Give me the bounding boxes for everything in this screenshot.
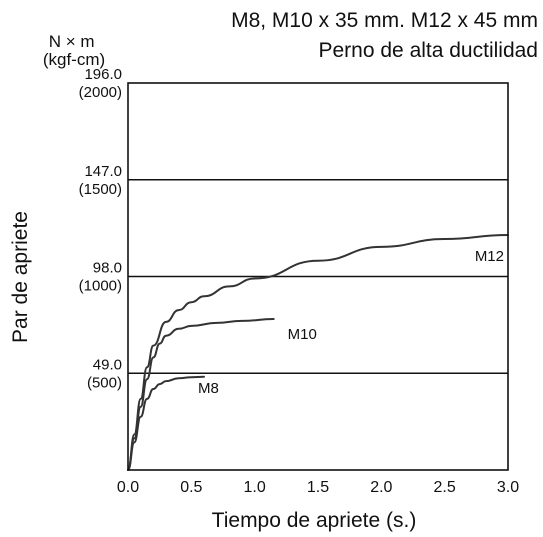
x-tick-label-3: 1.5 bbox=[307, 479, 329, 496]
x-axis-title: Tiempo de apriete (s.) bbox=[212, 509, 417, 532]
y-unit-line2: (kgf-cm) bbox=[43, 50, 105, 69]
series-line-m12 bbox=[127, 234, 509, 471]
y-unit-line1: N × m bbox=[49, 32, 95, 51]
gridlines bbox=[128, 179, 508, 374]
x-tick-label-6: 3.0 bbox=[497, 479, 519, 496]
y-unit-label: N × m (kgf-cm) bbox=[43, 32, 105, 69]
series-label-m10: M10 bbox=[288, 326, 317, 343]
series-label-m12: M12 bbox=[475, 248, 504, 265]
y-tick-labels: 49.0(500) 98.0(1000) 147.0(1500) 196.0(2000… bbox=[79, 66, 122, 391]
y-tick-sublabel-0: (500) bbox=[87, 374, 122, 391]
x-tick-label-4: 2.0 bbox=[370, 479, 392, 496]
y-tick-label-3: 196.0 bbox=[84, 66, 122, 83]
series-label-m8: M8 bbox=[198, 380, 219, 397]
x-tick-labels: 0.0 0.5 1.0 1.5 2.0 2.5 3.0 bbox=[117, 479, 519, 496]
x-tick-label-5: 2.5 bbox=[434, 479, 456, 496]
x-tick-label-1: 0.5 bbox=[180, 479, 202, 496]
plot-frame bbox=[127, 82, 509, 471]
y-tick-sublabel-3: (2000) bbox=[79, 84, 122, 101]
x-tick-label-0: 0.0 bbox=[117, 479, 139, 496]
chart-title: Perno de alta ductilidad bbox=[319, 39, 539, 62]
series-curves: M8 M10 M12 bbox=[127, 234, 509, 471]
y-axis-title: Par de apriete bbox=[9, 211, 32, 343]
series-line-m8 bbox=[127, 375, 205, 471]
x-tick-label-2: 1.0 bbox=[244, 479, 266, 496]
chart-header-line1: M8, M10 x 35 mm. M12 x 45 mm bbox=[231, 9, 538, 32]
y-tick-sublabel-2: (1500) bbox=[79, 181, 122, 198]
y-tick-sublabel-1: (1000) bbox=[79, 278, 122, 295]
y-tick-label-0: 49.0 bbox=[93, 356, 122, 373]
y-tick-label-1: 98.0 bbox=[93, 260, 122, 277]
y-tick-label-2: 147.0 bbox=[84, 163, 122, 180]
series-line-m10 bbox=[127, 318, 275, 471]
